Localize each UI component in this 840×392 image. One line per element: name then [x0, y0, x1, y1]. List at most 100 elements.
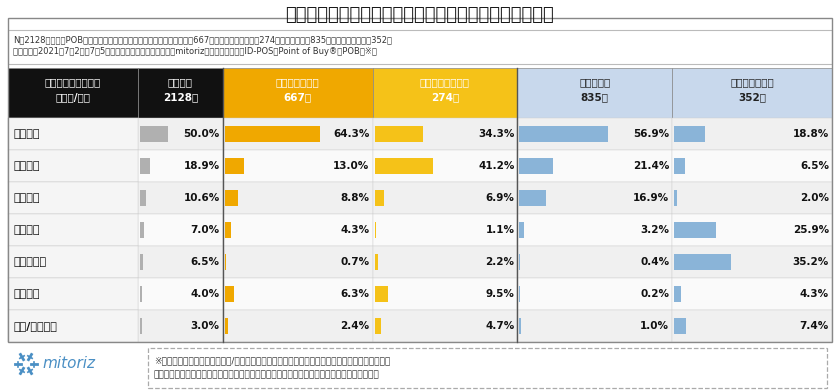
Text: 中部地方: 中部地方: [14, 193, 40, 203]
Bar: [375, 126, 423, 142]
Bar: [225, 318, 228, 334]
Bar: [223, 214, 373, 246]
Text: 18.8%: 18.8%: [793, 129, 829, 139]
Bar: [223, 310, 373, 342]
Text: 25.9%: 25.9%: [793, 225, 829, 235]
Bar: [138, 182, 223, 214]
Bar: [519, 126, 608, 142]
Bar: [139, 318, 141, 334]
Bar: [138, 278, 223, 310]
Text: 実際の飲食店ごとのレシートを通して集計したマルチプルリテール購買データのデータベース: 実際の飲食店ごとのレシートを通して集計したマルチプルリテール購買データのデータベ…: [154, 370, 380, 379]
Bar: [139, 254, 144, 270]
Text: 3.2%: 3.2%: [640, 225, 669, 235]
Bar: [8, 118, 138, 150]
Text: 4.0%: 4.0%: [191, 289, 220, 299]
Bar: [675, 222, 717, 238]
Text: 18.9%: 18.9%: [184, 161, 220, 171]
Text: 6.5%: 6.5%: [191, 257, 220, 267]
Bar: [375, 286, 388, 302]
Bar: [672, 246, 832, 278]
Bar: [8, 246, 138, 278]
Bar: [672, 278, 832, 310]
Bar: [517, 150, 672, 182]
Bar: [223, 118, 373, 150]
Text: 50.0%: 50.0%: [183, 129, 220, 139]
Bar: [517, 68, 672, 118]
Text: ツルハドラッグ: ツルハドラッグ: [730, 77, 774, 87]
Bar: [373, 150, 517, 182]
Bar: [675, 126, 705, 142]
Text: エリア/人数: エリア/人数: [55, 92, 91, 102]
Text: 2.2%: 2.2%: [486, 257, 514, 267]
Bar: [139, 222, 144, 238]
Text: 64.3%: 64.3%: [333, 129, 370, 139]
Bar: [139, 190, 145, 206]
Text: 35.2%: 35.2%: [793, 257, 829, 267]
Bar: [375, 318, 381, 334]
Text: 2128人: 2128人: [163, 92, 198, 102]
Bar: [373, 310, 517, 342]
Bar: [138, 118, 223, 150]
Bar: [223, 278, 373, 310]
Bar: [8, 150, 138, 182]
Bar: [517, 278, 672, 310]
Bar: [225, 126, 320, 142]
Text: 16.9%: 16.9%: [633, 193, 669, 203]
Bar: [675, 158, 685, 174]
Bar: [8, 182, 138, 214]
Text: 東北地方: 東北地方: [14, 225, 40, 235]
Text: N＝2128人、全国POB会員男女（メーン利用チェーン：マツモトキヨシ667人、ココカラファイン274人、ウエルシア835人、ツルハドラッグ352人: N＝2128人、全国POB会員男女（メーン利用チェーン：マツモトキヨシ667人、…: [13, 35, 392, 44]
Bar: [373, 68, 517, 118]
Bar: [223, 246, 373, 278]
Bar: [675, 318, 686, 334]
Text: マツモトキヨシ: マツモトキヨシ: [276, 77, 319, 87]
Text: 九州地方: 九州地方: [14, 289, 40, 299]
Bar: [672, 150, 832, 182]
Text: 6.9%: 6.9%: [486, 193, 514, 203]
Bar: [138, 246, 223, 278]
Bar: [8, 18, 832, 342]
Bar: [375, 190, 384, 206]
Bar: [8, 246, 138, 278]
Text: ココカラファイン: ココカラファイン: [420, 77, 470, 87]
Bar: [225, 222, 231, 238]
Bar: [375, 254, 378, 270]
Text: 7.0%: 7.0%: [191, 225, 220, 235]
Bar: [517, 182, 672, 214]
Text: 4.3%: 4.3%: [340, 225, 370, 235]
Bar: [517, 246, 672, 278]
Bar: [675, 190, 677, 206]
Bar: [517, 310, 672, 342]
Bar: [8, 150, 138, 182]
Bar: [672, 214, 832, 246]
Bar: [373, 246, 517, 278]
Text: 274人: 274人: [431, 92, 459, 102]
Text: 835人: 835人: [580, 92, 609, 102]
Bar: [8, 68, 138, 118]
Text: 21.4%: 21.4%: [633, 161, 669, 171]
Text: 8.8%: 8.8%: [340, 193, 370, 203]
Text: メーン利用チェーン: メーン利用チェーン: [45, 77, 101, 87]
Text: 0.7%: 0.7%: [340, 257, 370, 267]
Text: 0.2%: 0.2%: [640, 289, 669, 299]
Text: mitoriz: mitoriz: [42, 356, 95, 372]
Bar: [138, 68, 223, 118]
Bar: [519, 158, 553, 174]
Bar: [672, 310, 832, 342]
Text: 7.4%: 7.4%: [800, 321, 829, 331]
Bar: [675, 286, 681, 302]
Bar: [139, 286, 142, 302]
Text: 4.7%: 4.7%: [486, 321, 514, 331]
Bar: [375, 158, 433, 174]
Bar: [8, 118, 138, 150]
Bar: [373, 278, 517, 310]
Bar: [373, 118, 517, 150]
Text: 34.3%: 34.3%: [478, 129, 514, 139]
Text: ４社平均: ４社平均: [168, 77, 193, 87]
Text: 13.0%: 13.0%: [333, 161, 370, 171]
Text: 3.0%: 3.0%: [191, 321, 220, 331]
Bar: [139, 158, 150, 174]
Bar: [519, 318, 521, 334]
Text: 調査期間：2021年7月2日～7月5日　インターネットリサーチ　mitoriz調べ　マルチプルID-POS「Point of Buy®（POB）※」: 調査期間：2021年7月2日～7月5日 インターネットリサーチ mitoriz調…: [13, 47, 377, 56]
Text: 9.5%: 9.5%: [486, 289, 514, 299]
